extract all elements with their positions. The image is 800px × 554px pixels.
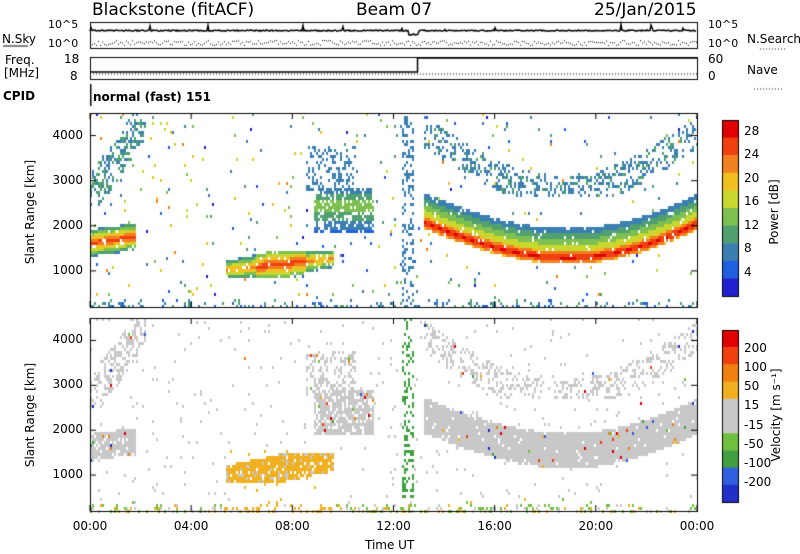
velocity-colorbar-tick: 15: [744, 398, 760, 413]
beam-label: Beam 07: [356, 0, 433, 20]
y-tick-label: 3000: [52, 172, 83, 187]
power-colorbar-tick: 8: [744, 241, 752, 256]
x-tick-label: 04:00: [173, 519, 209, 533]
cpid-label: CPID: [3, 89, 36, 103]
y-tick-label: 2000: [52, 422, 83, 437]
x-tick-label: 00:00: [72, 519, 108, 533]
power-colorbar-label: Power [dB]: [767, 179, 781, 245]
power-ylabel: Slant Range [km]: [23, 159, 37, 265]
power-colorbar-tick: 24: [744, 147, 760, 162]
power-colorbar-tick: 28: [744, 123, 760, 138]
noise-tick-right-high: 10^5: [708, 18, 739, 31]
y-tick-label: 1000: [52, 467, 83, 482]
velocity-colorbar-tick: -15: [744, 417, 764, 432]
power-colorbar-tick: 16: [744, 194, 760, 209]
x-tick-label: 12:00: [376, 519, 411, 533]
velocity-colorbar-tick: -100: [744, 455, 772, 470]
freq-tick-high: 18: [64, 52, 80, 66]
velocity-ylabel: Slant Range [km]: [23, 362, 37, 468]
nsearch-label: N.Search: [747, 32, 800, 46]
y-tick-label: 4000: [52, 127, 83, 142]
power-colorbar-tick: 12: [744, 217, 760, 232]
noise-tick-right-low: 10^0: [708, 37, 739, 50]
power-colorbar-tick: 4: [744, 264, 752, 279]
power-colorbar-tick: 20: [744, 170, 760, 185]
station-title: Blackstone (fitACF): [92, 0, 255, 20]
nave-tick-low: 0: [708, 69, 716, 83]
velocity-colorbar-tick: -200: [744, 474, 772, 489]
x-tick-label: 20:00: [578, 519, 614, 533]
y-tick-label: 1000: [52, 262, 83, 277]
x-tick-label: 08:00: [275, 519, 310, 533]
freq-unit: [MHz]: [4, 66, 40, 80]
cpid-value: normal (fast) 151: [93, 90, 211, 104]
velocity-colorbar-tick: 200: [744, 341, 767, 356]
nave-tick-high: 60: [708, 52, 724, 66]
date-label: 25/Jan/2015: [594, 0, 697, 20]
y-tick-label: 3000: [52, 377, 83, 392]
x-axis-label: Time UT: [365, 538, 415, 552]
nave-label: Nave: [747, 63, 778, 77]
y-tick-label: 4000: [52, 332, 83, 347]
noise-tick-left-low: 10^0: [48, 37, 79, 50]
nsky-label: N.Sky: [2, 32, 37, 46]
velocity-colorbar-tick: 50: [744, 379, 760, 394]
x-tick-label: 00:00: [679, 519, 715, 533]
y-tick-label: 2000: [52, 217, 83, 232]
freq-tick-low: 8: [70, 69, 78, 83]
freq-label: Freq.: [5, 53, 35, 67]
noise-tick-left-high: 10^5: [48, 18, 79, 31]
velocity-colorbar-tick: 100: [744, 360, 767, 375]
x-tick-label: 16:00: [477, 519, 512, 533]
velocity-colorbar-tick: -50: [744, 436, 764, 451]
